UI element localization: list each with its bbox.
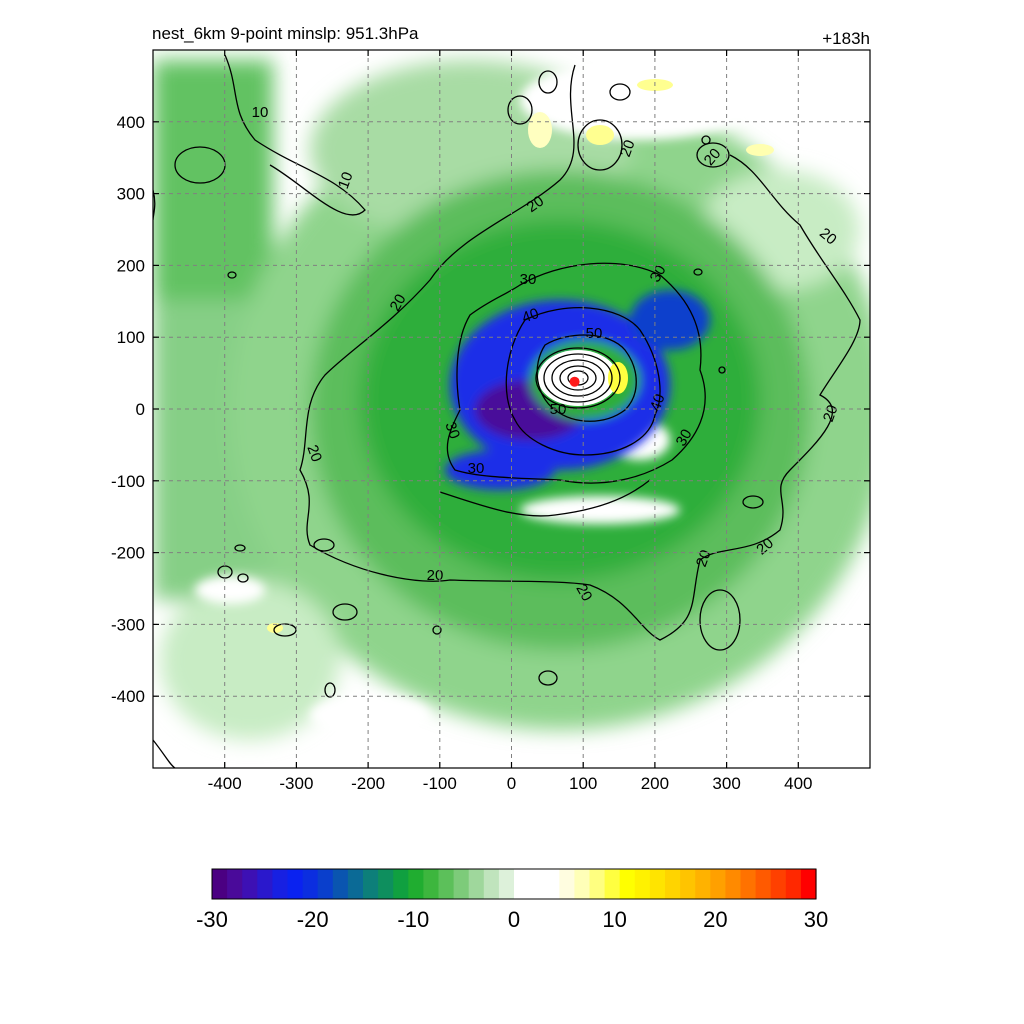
colorbar-swatch — [800, 869, 817, 899]
x-tick-label: -300 — [279, 774, 313, 793]
contour-label-30e: 30 — [673, 426, 696, 449]
axis-ticks: -400 -300 -200 -100 0 100 200 300 40040030020010… — [111, 50, 870, 793]
colorbar-swatch — [665, 869, 681, 899]
contour-30 — [446, 262, 706, 484]
colorbar-swatch — [332, 869, 349, 899]
x-tick-label: 200 — [641, 774, 669, 793]
contour-label-10a: 10 — [252, 104, 269, 121]
colorbar-swatch — [514, 869, 530, 899]
y-tick-label: -300 — [111, 615, 145, 634]
colorbar-swatch — [710, 869, 726, 899]
colorbar-ticks: -30 -20 -10 0 10 20 30 — [196, 907, 828, 932]
colorbar-swatch — [347, 869, 364, 899]
contour-label-30d: 30 — [468, 460, 485, 477]
colorbar-tick-label: -30 — [196, 907, 228, 932]
colorbar-tick-label: -20 — [297, 907, 329, 932]
y-tick-label: -100 — [111, 472, 145, 491]
colorbar-swatch — [695, 869, 711, 899]
colorbar-swatch — [453, 869, 470, 899]
colorbar-swatch — [529, 869, 545, 899]
colorbar-swatch — [725, 869, 742, 899]
contour-label-50a: 50 — [586, 325, 603, 342]
colorbar-tick-label: 10 — [602, 907, 626, 932]
colorbar-swatch — [287, 869, 304, 899]
contour-label-30b: 30 — [647, 262, 670, 285]
colorbar-swatch — [604, 869, 621, 899]
x-tick-label: 400 — [784, 774, 812, 793]
x-tick-label: -200 — [351, 774, 385, 793]
contour-label-20a: 20 — [524, 193, 547, 216]
colorbar-swatch — [363, 869, 379, 899]
colorbar-tick-label: 0 — [508, 907, 520, 932]
colorbar-swatch — [423, 869, 440, 899]
storm-center-marker — [569, 376, 580, 387]
colorbar-swatch — [589, 869, 606, 899]
x-tick-label: 100 — [569, 774, 597, 793]
contour-label-20g: 20 — [820, 403, 842, 424]
contour-label-40b: 40 — [647, 392, 669, 413]
colorbar-swatch — [242, 869, 258, 899]
y-tick-label: -400 — [111, 687, 145, 706]
colorbar-tick-label: 30 — [804, 907, 828, 932]
x-tick-label: -100 — [423, 774, 457, 793]
colorbar-swatch — [227, 869, 243, 899]
contour-label-20j: 20 — [427, 567, 444, 584]
colorbar-swatch — [483, 869, 500, 899]
x-tick-label: 300 — [712, 774, 740, 793]
contour-20-lower — [439, 479, 651, 517]
forecast-hour-label: +183h — [822, 29, 870, 48]
colorbar — [212, 869, 817, 899]
colorbar-swatch — [438, 869, 455, 899]
colorbar-frame — [211, 868, 817, 900]
contour-40 — [505, 307, 661, 456]
colorbar-swatch — [272, 869, 289, 899]
colorbar-swatch — [740, 869, 757, 899]
x-tick-label: 0 — [507, 774, 516, 793]
contour-label-50b: 50 — [550, 401, 567, 418]
contour-20-outer — [299, 64, 861, 641]
contour-10 — [224, 54, 366, 216]
colorbar-swatch — [212, 869, 228, 899]
colorbar-swatch — [468, 869, 485, 899]
y-tick-label: 400 — [117, 113, 145, 132]
y-tick-label: -200 — [111, 544, 145, 563]
colorbar-swatch — [302, 869, 319, 899]
colorbar-swatch — [317, 869, 334, 899]
contour-label-40a: 40 — [520, 305, 541, 327]
colorbar-swatch — [257, 869, 273, 899]
y-tick-label: 100 — [117, 328, 145, 347]
colorbar-swatch — [408, 869, 424, 899]
contour-label-20b: 20 — [617, 138, 639, 159]
colorbar-swatch — [785, 869, 802, 899]
colorbar-swatch — [544, 869, 560, 899]
contour-labels: 10 10 20 20 20 20 20 20 20 20 20 20 20 3… — [252, 104, 842, 604]
colorbar-tick-label: -10 — [397, 907, 429, 932]
contour-label-20f: 20 — [303, 443, 325, 464]
x-tick-label: -400 — [208, 774, 242, 793]
colorbar-swatch — [634, 869, 651, 899]
contour-label-30a: 30 — [520, 271, 537, 288]
colorbar-tick-label: 20 — [703, 907, 727, 932]
colorbar-swatch — [619, 869, 636, 899]
y-tick-label: 300 — [117, 185, 145, 204]
y-tick-label: 200 — [117, 256, 145, 275]
colorbar-swatch — [559, 869, 575, 899]
contour-label-30c: 30 — [441, 420, 463, 441]
y-tick-label: 0 — [136, 400, 145, 419]
wind-contours — [153, 54, 861, 768]
colorbar-swatch — [770, 869, 787, 899]
contour-label-20e: 20 — [387, 291, 410, 314]
colorbar-swatch — [755, 869, 772, 899]
contour-label-20k: 20 — [572, 581, 595, 604]
chart-title: nest_6km 9-point minslp: 951.3hPa — [152, 24, 419, 43]
colorbar-swatch — [498, 869, 515, 899]
colorbar-swatch — [574, 869, 591, 899]
colorbar-swatch — [680, 869, 696, 899]
contour-label-10b: 10 — [335, 170, 357, 191]
colorbar-swatch — [378, 869, 394, 899]
colorbar-swatch — [649, 869, 666, 899]
colorbar-swatch — [393, 869, 409, 899]
